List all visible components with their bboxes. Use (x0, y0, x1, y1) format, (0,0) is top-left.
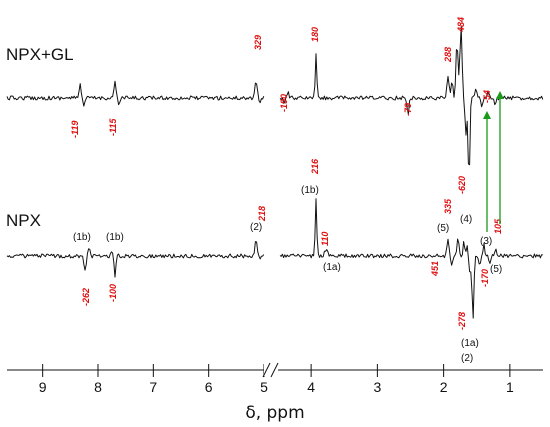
assignment-label: (1b) (106, 232, 124, 243)
intensity-label: 110 (320, 232, 330, 246)
intensity-label: 329 (253, 35, 263, 50)
npx-gl-trace-left (6, 80, 265, 107)
intensity-label: -115 (108, 118, 118, 136)
intensity-label: 451 (430, 261, 440, 277)
assignment-label: (5) (437, 223, 449, 234)
intensity-label: 180 (310, 27, 320, 42)
assignment-label: (1a) (323, 262, 341, 273)
intensity-label: 216 (310, 158, 320, 175)
assignment-label: (2) (461, 353, 473, 364)
assignment-label: (2) (250, 222, 262, 233)
intensity-label: -170 (480, 269, 490, 287)
x-tick-label: 9 (39, 379, 47, 395)
intensity-label: 335 (443, 198, 453, 214)
x-tick-label: 3 (373, 379, 381, 395)
intensity-label: -54 (482, 90, 492, 103)
x-tick-label: 2 (440, 379, 448, 395)
x-tick-label: 5 (260, 379, 268, 395)
axis-break-mark (262, 362, 271, 378)
intensity-labels-npx: -262 -100 218 216 110 335 451 -278 -170 … (81, 158, 503, 330)
intensity-label: -190 (279, 94, 289, 112)
axis-break-mark (270, 362, 279, 378)
assignment-label: (1a) (461, 338, 479, 349)
intensity-label: -100 (108, 284, 118, 302)
x-tick-label: 1 (506, 379, 514, 395)
series-name-npx-gl: NPX+GL (6, 45, 74, 64)
intensity-label: 105 (493, 218, 503, 234)
assignment-label: (5) (490, 264, 502, 275)
intensity-label: -278 (457, 312, 467, 330)
assignment-label: (1b) (73, 232, 91, 243)
x-tick-label: 7 (149, 379, 157, 395)
npx-gl-trace-right (279, 26, 544, 166)
intensity-label: 218 (257, 206, 267, 222)
assignment-labels: (1b) (1b) (2) (1b) (1a) (5) (4) (1a) (3)… (73, 185, 502, 364)
intensity-label: 484 (456, 17, 466, 33)
arrows (483, 91, 504, 232)
x-tick-label: 8 (94, 379, 102, 395)
npx-trace-left (6, 241, 265, 278)
intensity-labels-npx-gl: -119 -115 329 -190 180 -79 288 484 -620 … (70, 17, 492, 194)
assignment-label: (4) (460, 214, 472, 225)
x-tick-label: 4 (307, 379, 315, 395)
spectra-group (6, 26, 544, 319)
assignment-label: (1b) (301, 185, 319, 196)
x-tick-label: 6 (205, 379, 213, 395)
intensity-label: 288 (443, 47, 453, 63)
npx-trace-right (279, 198, 543, 319)
intensity-label: -620 (457, 176, 467, 194)
intensity-label: -262 (81, 288, 91, 306)
intensity-label: -119 (70, 121, 80, 138)
assignment-label: (3) (480, 236, 492, 247)
x-axis: 9 8 7 6 5 4 3 2 1 δ, ppm (7, 362, 543, 423)
x-axis-title: δ, ppm (245, 403, 304, 423)
series-name-npx: NPX (6, 211, 41, 230)
intensity-label: -79 (403, 103, 413, 116)
